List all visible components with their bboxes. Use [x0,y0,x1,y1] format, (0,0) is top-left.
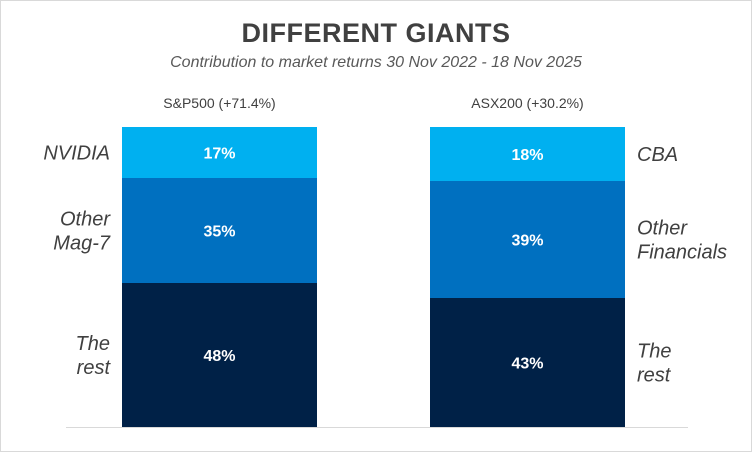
bar-segment [122,178,317,283]
segment-name-label: Other Financials [637,218,727,264]
chart-title: DIFFERENT GIANTS [241,18,511,48]
chart-subtitle: Contribution to market returns 30 Nov 20… [170,54,582,71]
segment-name-label: The rest [76,333,112,379]
data-label: 39% [511,233,543,250]
bar-segment [430,298,625,427]
bar-segment [122,127,317,178]
category-label: ASX200 (+30.2%) [471,95,583,111]
segment-name-label: CBA [637,144,678,166]
category-label: S&P500 (+71.4%) [163,95,275,111]
segment-name-label: NVIDIA [43,143,110,165]
bar-segment [122,283,317,427]
data-label: 35% [203,224,235,241]
segment-name-label: The rest [637,341,672,387]
data-label: 48% [203,348,235,365]
data-label: 18% [511,147,543,164]
data-label: 43% [511,356,543,373]
segment-name-label: Other Mag-7 [53,209,111,255]
bar-segment [430,181,625,298]
data-label: 17% [203,146,235,163]
bar-segment [430,127,625,181]
